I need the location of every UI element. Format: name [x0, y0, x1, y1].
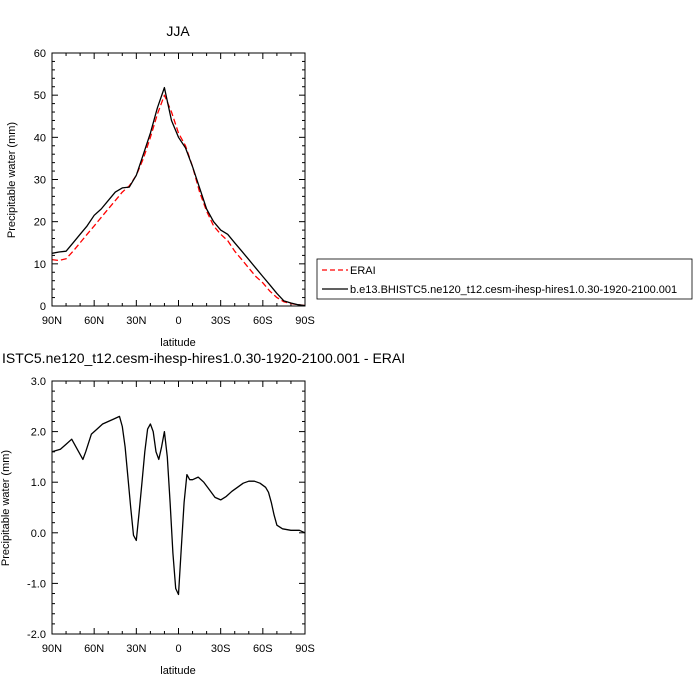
bottom-y-tick-label: 0.0 — [31, 528, 46, 540]
bottom-x-tick-label: 0 — [175, 643, 181, 655]
top-chart-y-tick-labels: 0 10 20 30 40 50 60 — [34, 48, 46, 313]
bottom-chart-title: ISTC5.ne120_t12.cesm-ihesp-hires1.0.30-1… — [2, 350, 405, 366]
bottom-y-tick-label: -1.0 — [27, 578, 46, 590]
top-series-line-1 — [51, 86, 306, 307]
bottom-x-tick-label: 60N — [84, 643, 104, 655]
bottom-chart-y-axis-label: Precipitable water (mm) — [0, 450, 12, 566]
top-y-tick-label: 40 — [34, 132, 46, 144]
top-chart: JJA 90N 60N 30N 0 30S 60S 90S 0 10 20 30 40 50 60 la… — [6, 23, 315, 349]
top-y-tick-label: 60 — [34, 48, 46, 60]
top-chart-x-tick-labels: 90N 60N 30N 0 30S 60S 90S — [42, 315, 315, 327]
legend: ERAI b.e13.BHISTC5.ne120_t12.cesm-ihesp-… — [316, 258, 693, 300]
bottom-chart-plot-frame — [51, 380, 306, 635]
bottom-x-tick-label: 60S — [253, 643, 273, 655]
top-x-tick-label: 0 — [175, 315, 181, 327]
bottom-chart-y-tick-labels: -2.0 -1.0 0.0 1.0 2.0 3.0 — [27, 376, 46, 641]
bottom-x-tick-label: 90N — [42, 643, 62, 655]
top-y-tick-label: 30 — [34, 175, 46, 187]
legend-box — [316, 258, 693, 300]
bottom-x-tick-label: 90S — [295, 643, 315, 655]
bottom-y-tick-label: -2.0 — [27, 629, 46, 641]
top-x-tick-label: 90S — [295, 315, 315, 327]
legend-label-model: b.e13.BHISTC5.ne120_t12.cesm-ihesp-hires… — [350, 284, 677, 296]
bottom-y-tick-label: 3.0 — [31, 376, 46, 388]
top-y-tick-label: 50 — [34, 90, 46, 102]
top-y-tick-label: 10 — [34, 259, 46, 271]
bottom-x-tick-label: 30N — [126, 643, 146, 655]
top-x-tick-label: 60N — [84, 315, 104, 327]
bottom-chart-ticks — [51, 380, 306, 635]
top-series-line-0 — [51, 94, 306, 307]
top-x-tick-label: 90N — [42, 315, 62, 327]
top-chart-series — [51, 86, 306, 307]
bottom-y-tick-label: 2.0 — [31, 427, 46, 439]
bottom-chart-series — [51, 415, 306, 596]
top-y-tick-label: 0 — [40, 301, 46, 313]
top-chart-ticks — [51, 52, 306, 307]
top-chart-y-axis-label: Precipitable water (mm) — [6, 122, 18, 238]
top-x-tick-label: 60S — [253, 315, 273, 327]
bottom-series-line-0 — [51, 415, 306, 596]
bottom-chart-x-axis-label: latitude — [160, 665, 195, 677]
top-y-tick-label: 20 — [34, 217, 46, 229]
legend-label-erai: ERAI — [350, 265, 376, 277]
bottom-chart-x-tick-labels: 90N 60N 30N 0 30S 60S 90S — [42, 643, 315, 655]
top-x-tick-label: 30N — [126, 315, 146, 327]
top-chart-plot-frame — [51, 52, 306, 307]
top-x-tick-label: 30S — [211, 315, 231, 327]
top-chart-x-axis-label: latitude — [160, 337, 195, 349]
bottom-y-tick-label: 1.0 — [31, 477, 46, 489]
top-chart-title: JJA — [166, 23, 190, 39]
bottom-x-tick-label: 30S — [211, 643, 231, 655]
bottom-chart: ISTC5.ne120_t12.cesm-ihesp-hires1.0.30-1… — [0, 350, 405, 677]
